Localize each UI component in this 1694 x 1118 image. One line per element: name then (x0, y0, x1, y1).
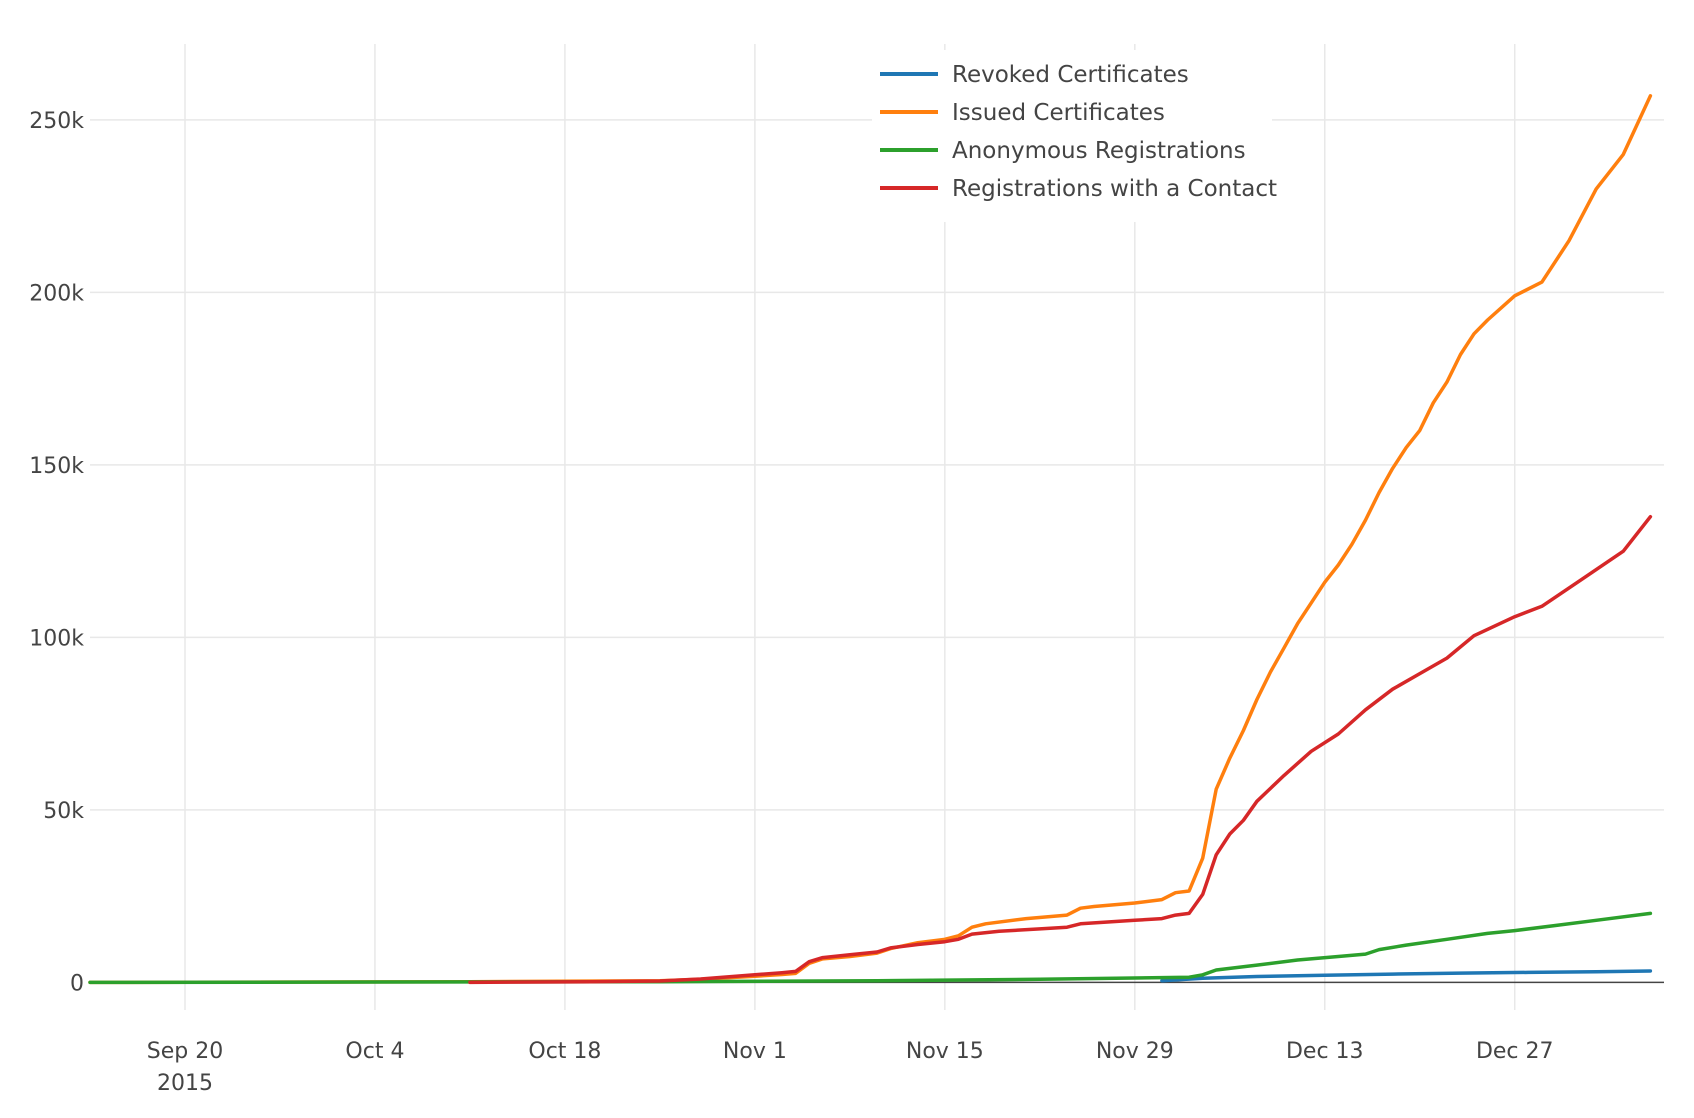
legend-background (872, 50, 1272, 222)
x-tick-label: Nov 15 (906, 1039, 984, 1064)
x-tick-sublabel: 2015 (157, 1071, 213, 1096)
legend-item-label[interactable]: Anonymous Registrations (952, 138, 1246, 164)
y-tick-label: 100k (29, 626, 84, 651)
x-tick-label: Dec 13 (1286, 1039, 1364, 1064)
y-tick-label: 200k (29, 281, 84, 306)
legend: Revoked Certificates Issued Certificates A… (872, 50, 1277, 222)
plot-area (88, 94, 1653, 985)
legend-item-label[interactable]: Registrations with a Contact (952, 176, 1277, 202)
y-axis: 0 50k 100k 150k 200k 250k (29, 109, 84, 997)
y-tick-label: 250k (29, 109, 84, 134)
x-tick-label: Nov 29 (1096, 1039, 1174, 1064)
y-tick-label: 0 (70, 971, 84, 996)
series-line-anonymous-registrations (88, 911, 1653, 985)
x-tick-label: Oct 4 (345, 1039, 404, 1064)
y-tick-label: 150k (29, 454, 84, 479)
x-tick-label: Oct 18 (528, 1039, 601, 1064)
y-tick-label: 50k (43, 799, 84, 824)
series-line-issued-certificates (88, 94, 1653, 985)
x-tick-label: Sep 20 (147, 1039, 223, 1064)
legend-item-label[interactable]: Revoked Certificates (952, 62, 1189, 88)
series-line-revoked-certificates (1160, 969, 1653, 983)
series-line-registrations-with-a-contact (468, 514, 1653, 985)
x-tick-label: Nov 1 (723, 1039, 787, 1064)
legend-item-label[interactable]: Issued Certificates (952, 100, 1165, 126)
x-axis: Sep 20 2015 Oct 4 Oct 18 Nov 1 Nov 15 Nov 29 De… (147, 1039, 1554, 1096)
x-tick-label: Dec 27 (1476, 1039, 1554, 1064)
